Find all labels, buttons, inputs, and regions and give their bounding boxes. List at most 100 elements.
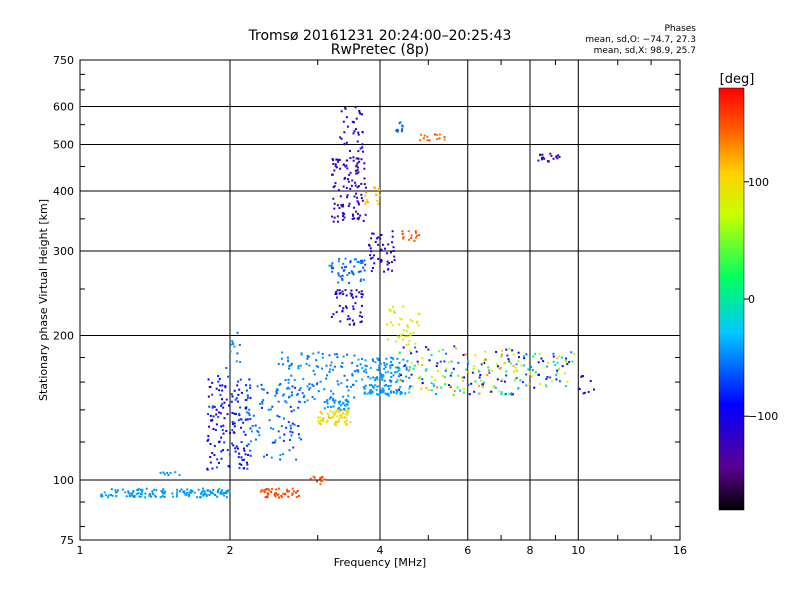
- data-point: [386, 263, 389, 266]
- data-point: [288, 387, 291, 390]
- data-point: [246, 396, 249, 399]
- data-point: [220, 457, 223, 460]
- data-point: [347, 401, 350, 404]
- data-point: [572, 353, 575, 356]
- data-point: [305, 362, 308, 365]
- data-point: [494, 386, 497, 389]
- data-point: [534, 371, 537, 374]
- data-point: [326, 419, 329, 422]
- data-point: [290, 362, 293, 365]
- data-point: [317, 351, 320, 354]
- data-point: [235, 445, 238, 448]
- data-point: [363, 177, 366, 180]
- data-point: [336, 204, 339, 207]
- data-point: [421, 378, 424, 381]
- data-point: [457, 374, 460, 377]
- data-point: [238, 412, 241, 415]
- data-point: [245, 407, 248, 410]
- data-point: [360, 320, 363, 323]
- data-point: [333, 365, 336, 368]
- data-point: [391, 324, 394, 327]
- data-point: [484, 350, 487, 353]
- data-point: [209, 461, 212, 464]
- data-point: [419, 375, 422, 378]
- data-point: [399, 317, 402, 320]
- data-point: [483, 362, 486, 365]
- data-point: [400, 374, 403, 377]
- data-point: [225, 490, 228, 493]
- data-point: [296, 393, 299, 396]
- data-point: [282, 492, 285, 495]
- data-point: [359, 321, 362, 324]
- data-point: [433, 384, 436, 387]
- data-point: [356, 260, 359, 263]
- data-point: [258, 426, 261, 429]
- data-point: [220, 436, 223, 439]
- data-point: [337, 281, 340, 284]
- data-point: [209, 490, 212, 493]
- data-point: [552, 157, 555, 160]
- data-point: [330, 416, 333, 419]
- data-point: [353, 258, 356, 261]
- data-point: [514, 377, 517, 380]
- data-point: [357, 270, 360, 273]
- data-point: [346, 412, 349, 415]
- data-point: [384, 247, 387, 250]
- data-point: [462, 379, 465, 382]
- data-point: [434, 378, 437, 381]
- data-point: [392, 374, 395, 377]
- data-point: [381, 374, 384, 377]
- data-point: [232, 431, 235, 434]
- data-point: [393, 259, 396, 262]
- data-point: [376, 378, 379, 381]
- data-point: [289, 427, 292, 430]
- data-point: [225, 496, 228, 499]
- data-point: [426, 135, 429, 138]
- data-point: [361, 259, 364, 262]
- data-point: [361, 315, 364, 318]
- data-point: [321, 479, 324, 482]
- data-point: [410, 361, 413, 364]
- data-point: [418, 312, 421, 315]
- data-point: [308, 364, 311, 367]
- data-point: [297, 406, 300, 409]
- data-point: [339, 408, 342, 411]
- data-point: [361, 366, 364, 369]
- data-point: [220, 425, 223, 428]
- data-point: [401, 128, 404, 131]
- data-point: [363, 387, 366, 390]
- data-point: [418, 234, 421, 237]
- data-point: [436, 138, 439, 141]
- data-point: [278, 496, 281, 499]
- data-point: [347, 205, 350, 208]
- data-point: [546, 375, 549, 378]
- data-point: [371, 256, 374, 259]
- x-axis-label: Frequency [MHz]: [334, 556, 426, 569]
- data-point: [218, 389, 221, 392]
- data-point: [359, 270, 362, 273]
- data-point: [149, 492, 152, 495]
- data-point: [335, 291, 338, 294]
- data-point: [397, 129, 400, 132]
- data-point: [270, 408, 273, 411]
- data-point: [226, 489, 229, 492]
- data-point: [560, 356, 563, 359]
- data-point: [277, 400, 280, 403]
- data-point: [161, 495, 164, 498]
- data-point: [330, 390, 333, 393]
- data-point: [332, 197, 335, 200]
- data-point: [336, 356, 339, 359]
- data-point: [217, 375, 220, 378]
- data-point: [226, 449, 229, 452]
- data-point: [110, 488, 113, 491]
- data-point: [131, 493, 134, 496]
- data-point: [487, 366, 490, 369]
- data-point: [558, 355, 561, 358]
- data-point: [355, 369, 358, 372]
- data-point: [254, 424, 257, 427]
- data-point: [359, 311, 362, 314]
- data-point: [312, 369, 315, 372]
- data-point: [364, 364, 367, 367]
- data-point: [153, 488, 156, 491]
- data-point: [412, 331, 415, 334]
